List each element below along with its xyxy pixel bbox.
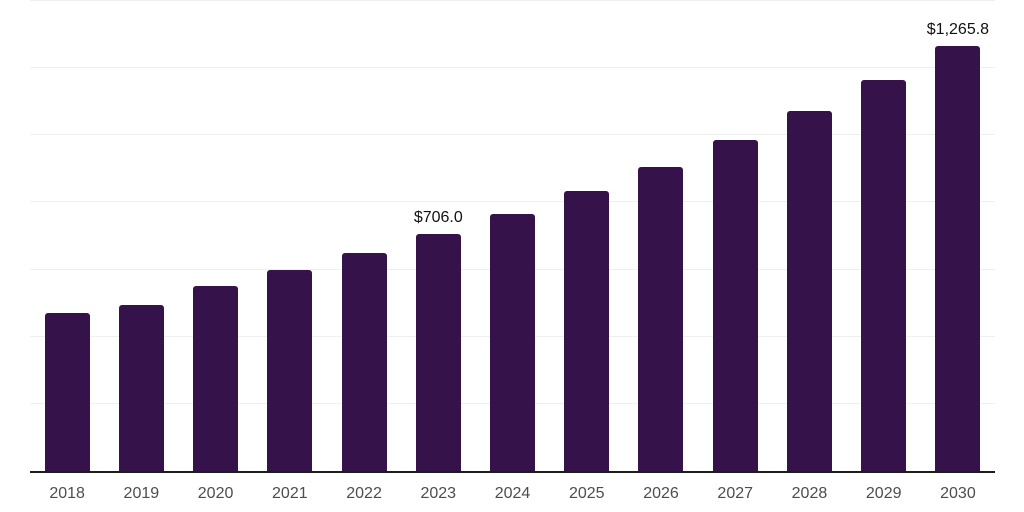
bar-2028 [786,111,832,471]
bar-cell-2021 [253,1,327,471]
bar-cell-2027 [698,1,772,471]
bar-cell-2025 [550,1,624,471]
data-label-2030: $1,265.8 [926,21,990,39]
plot-area: $706.0 $1,265.8 [30,0,995,473]
bar-2024 [490,213,536,471]
bar-2027 [712,140,758,471]
x-tick-2018: 2018 [49,485,85,502]
gridline-1400 [30,0,995,1]
bar-2030 [935,46,981,471]
bar-2022 [341,253,387,471]
bar-2021 [267,270,313,471]
x-tick-2030: 2030 [940,485,976,502]
bar-2019 [118,304,164,471]
bar-cell-2022 [327,1,401,471]
bar-cell-2026 [624,1,698,471]
bar-2023 [415,234,461,471]
bar-2025 [564,191,610,471]
bar-cell-2018 [30,1,104,471]
x-tick-2026: 2026 [643,485,679,502]
x-tick-2022: 2022 [346,485,382,502]
bar-cell-2029 [847,1,921,471]
bar-cell-2030: $1,265.8 [921,1,995,471]
bar-2026 [638,166,684,471]
x-tick-2024: 2024 [494,485,531,502]
x-axis-labels: 2018 2019 2020 2021 2022 2023 2024 2025 2026 2027… [30,485,995,503]
bar-cell-2023: $706.0 [401,1,475,471]
x-tick-2027: 2027 [717,485,754,502]
bar-cell-2020 [178,1,252,471]
x-tick-2028: 2028 [791,485,828,502]
bar-2029 [861,79,907,471]
x-tick-2020: 2020 [197,485,234,502]
x-tick-2021: 2021 [272,485,308,502]
x-tick-2029: 2029 [865,485,902,502]
gridline-1000 [30,134,995,136]
bar-2020 [193,286,239,471]
x-tick-2019: 2019 [123,485,160,502]
bar-2018 [44,313,90,471]
x-tick-2023: 2023 [420,485,457,502]
data-label-2023: $706.0 [413,209,463,226]
gridline-800 [30,201,995,203]
bars-row: $706.0 $1,265.8 [30,1,995,471]
gridline-1200 [30,67,995,69]
x-tick-2025: 2025 [568,485,605,502]
bar-cell-2024 [475,1,549,471]
bar-cell-2028 [772,1,846,471]
bar-cell-2019 [104,1,178,471]
